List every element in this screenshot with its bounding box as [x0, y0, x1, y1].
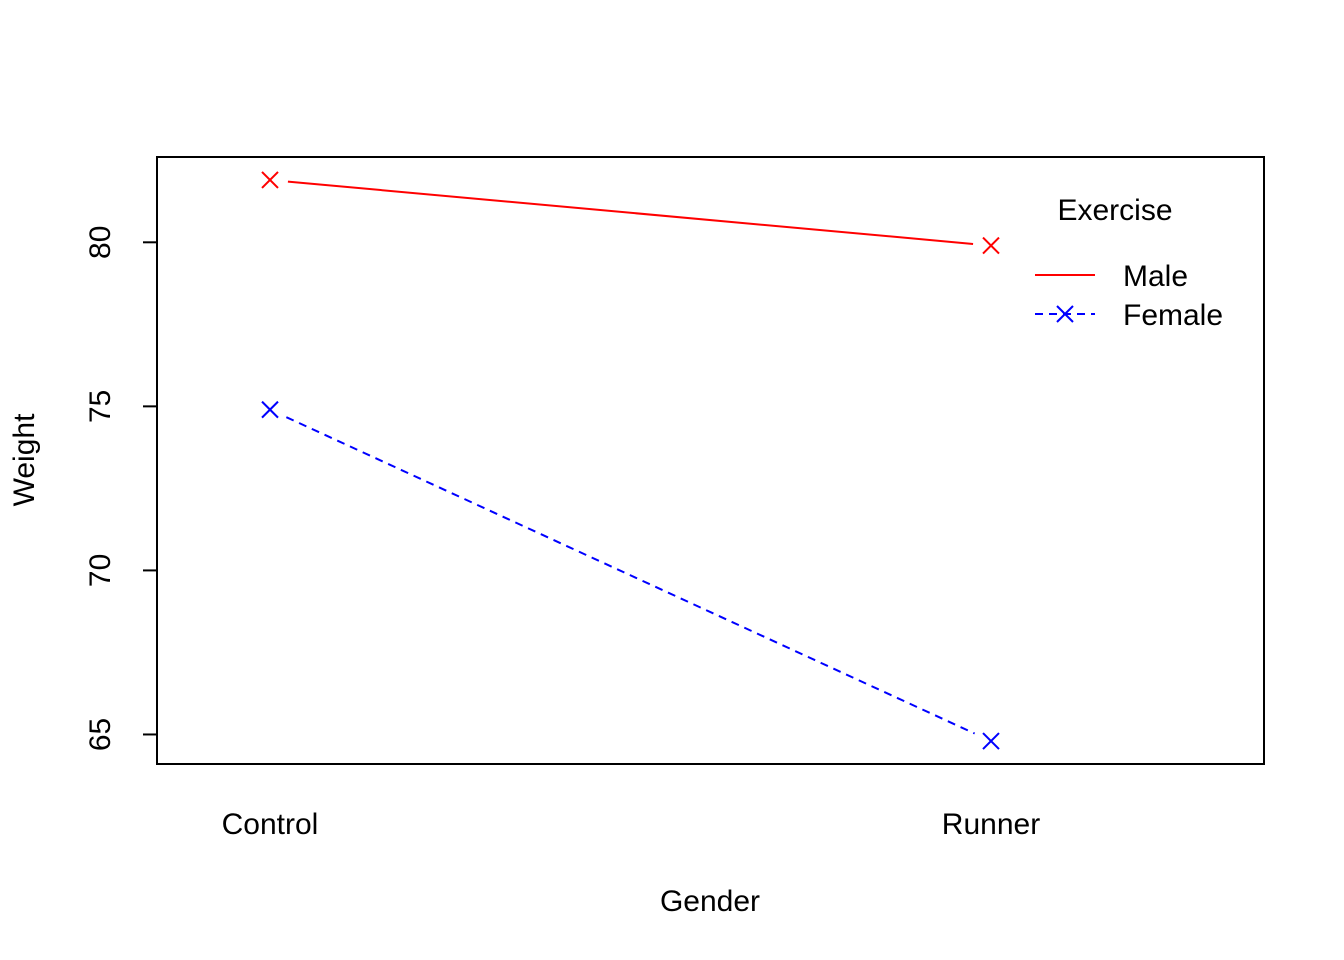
series-line-female [285, 416, 976, 735]
legend: Exercise Male Female [1035, 194, 1223, 332]
data-point-female [982, 732, 1000, 750]
series-layer [261, 171, 1000, 750]
legend-marker [1056, 305, 1074, 323]
y-tick-label: 75 [84, 390, 117, 423]
plot-frame [156, 156, 1265, 765]
legend-title: Exercise [1057, 194, 1172, 227]
y-tick-label: 70 [84, 554, 117, 587]
series-female [261, 400, 1000, 750]
data-point-male [261, 171, 279, 189]
x-axis-ticks: Control Runner [222, 808, 1041, 841]
x-tick-label: Control [222, 808, 319, 841]
y-axis-title: Weight [8, 413, 41, 506]
series-line-male [287, 180, 974, 245]
data-point-female [261, 400, 279, 419]
legend-item-female: Female [1035, 299, 1223, 332]
data-point-male [982, 236, 1000, 255]
legend-item-male: Male [1035, 260, 1188, 293]
legend-label: Female [1123, 299, 1223, 332]
legend-label: Male [1123, 260, 1188, 293]
series-male [261, 171, 1000, 255]
y-axis: 65 70 75 80 [84, 226, 158, 751]
x-tick-label: Runner [942, 808, 1040, 841]
y-tick-label: 65 [84, 718, 117, 751]
x-axis-title: Gender [660, 885, 760, 918]
y-tick-label: 80 [84, 226, 117, 259]
